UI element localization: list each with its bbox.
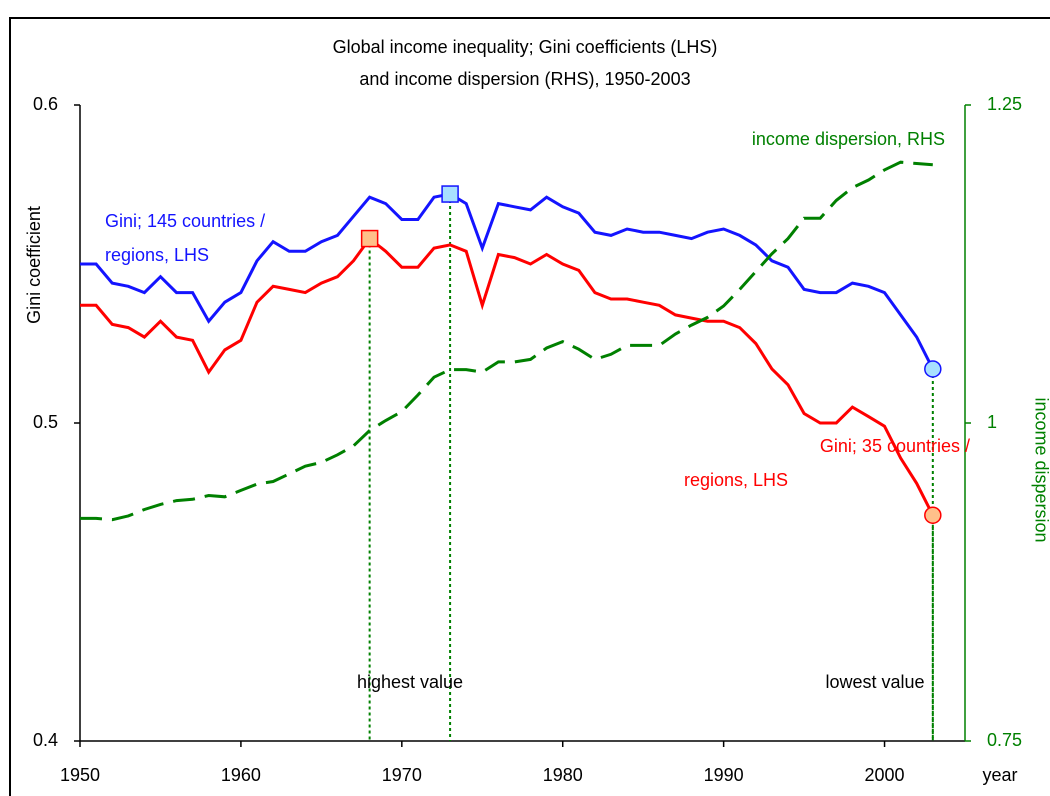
y2-axis-label: income dispersion	[1031, 397, 1050, 542]
chart-frame	[9, 17, 1050, 796]
series-line	[80, 160, 933, 522]
series-label: regions, LHS	[105, 245, 209, 265]
x-tick-label: 1980	[543, 765, 583, 785]
y2-tick-label: 0.75	[987, 730, 1022, 750]
chart-title: and income dispersion (RHS), 1950-2003	[359, 69, 690, 89]
series-label: Gini; 145 countries /	[105, 211, 265, 231]
x-tick-label: 2000	[865, 765, 905, 785]
series-label: Gini; 35 countries /	[820, 436, 970, 456]
chart-title: Global income inequality; Gini coefficie…	[333, 37, 718, 57]
highlight-marker	[441, 185, 459, 203]
x-tick-label: 1960	[221, 765, 261, 785]
annotation: lowest value	[825, 672, 924, 692]
y-axis-label: Gini coefficient	[24, 206, 44, 324]
y2-tick-label: 1.25	[987, 94, 1022, 114]
series-label: regions, LHS	[684, 470, 788, 490]
highlight-marker	[360, 229, 379, 248]
x-axis-label: year	[982, 765, 1017, 785]
y-tick-label: 0.5	[33, 412, 58, 432]
series-label: income dispersion, RHS	[752, 129, 945, 149]
highlight-marker	[924, 506, 942, 524]
series-line	[80, 236, 935, 516]
highlight-marker	[924, 360, 942, 378]
y-tick-label: 0.6	[33, 94, 58, 114]
series-line	[80, 192, 935, 370]
x-tick-label: 1970	[382, 765, 422, 785]
x-tick-label: 1990	[704, 765, 744, 785]
annotation: highest value	[357, 672, 463, 692]
y2-tick-label: 1	[987, 412, 997, 432]
y-tick-label: 0.4	[33, 730, 58, 750]
x-tick-label: 1950	[60, 765, 100, 785]
